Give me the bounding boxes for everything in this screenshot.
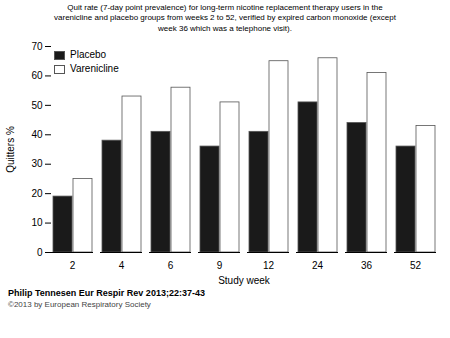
svg-text:60: 60 — [31, 70, 43, 81]
svg-text:Quitters %: Quitters % — [5, 126, 16, 173]
svg-text:52: 52 — [410, 260, 422, 271]
svg-text:10: 10 — [31, 217, 43, 228]
html-text:Quit rate (7-day point prevale: Quit rate (7-day point prevalence) for l… — [67, 3, 383, 12]
html-text:Placebo: Placebo — [70, 49, 107, 61]
html-text:Philip Tennesen Eur Respir Rev: Philip Tennesen Eur Respir Rev 2013;22:3… — [8, 288, 205, 299]
svg-text:40: 40 — [31, 129, 43, 140]
svg-text:30: 30 — [31, 159, 43, 170]
svg-text:24: 24 — [312, 260, 324, 271]
svg-text:2: 2 — [70, 260, 76, 271]
svg-text:70: 70 — [31, 41, 43, 52]
html-text:©2013 by European Respiratory: ©2013 by European Respiratory Society — [8, 300, 151, 310]
svg-text:4: 4 — [119, 260, 125, 271]
html-text:week 36 which was a telephone: week 36 which was a telephone visit). — [158, 23, 292, 33]
html-text:Varenicline: Varenicline — [70, 63, 119, 75]
svg-text:6: 6 — [168, 260, 174, 271]
svg-text:50: 50 — [31, 100, 43, 111]
svg-text:9: 9 — [217, 260, 223, 271]
html-text:varenicline and placebo groups: varenicline and placebo groups from week… — [54, 13, 396, 23]
svg-text:Study week: Study week — [218, 275, 271, 286]
svg-text:0: 0 — [37, 247, 43, 258]
svg-text:12: 12 — [263, 260, 275, 271]
svg-text:36: 36 — [361, 260, 373, 271]
svg-text:20: 20 — [31, 188, 43, 199]
